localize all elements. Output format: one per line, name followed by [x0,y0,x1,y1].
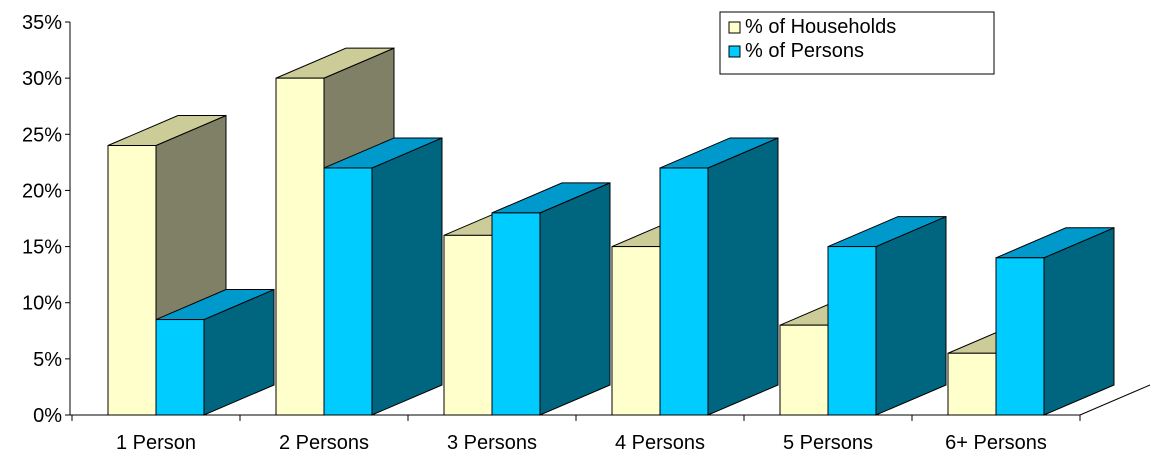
x-category-label: 4 Persons [615,432,705,454]
bar-front-face [947,352,997,416]
x-category-label: 6+ Persons [945,432,1047,454]
x-category-label: 3 Persons [447,432,537,454]
floor-depth-edge [1079,384,1151,416]
legend-swatch-persons [728,45,741,58]
bar-persons [323,137,443,416]
y-tick-label: 10% [22,293,62,315]
bar-front-face [323,167,373,416]
bar-front-face [107,145,157,416]
bars [107,47,1115,416]
axes [65,21,1151,421]
bar-side-face [371,137,443,416]
bar-front-face [995,257,1045,416]
legend-label-households: % of Households [745,16,896,38]
bar-front-face [659,167,709,416]
y-tick-label: 35% [22,12,62,34]
bar-persons [827,215,947,416]
y-tick-label: 20% [22,180,62,202]
bar-front-face [443,234,493,416]
bar-persons [491,182,611,416]
y-tick-label: 5% [33,349,62,371]
bar-front-face [275,77,325,416]
axis-labels: 0% 5% 10% 15% 20% 25% 30% 35% 1 Person 2 Persons 3… [22,12,1047,454]
bar-side-face [875,215,947,416]
x-category-label: 1 Person [116,432,196,454]
legend-box [719,11,995,75]
bar-side-face [1043,227,1115,416]
bar-front-face [779,324,829,416]
bar-front-face [611,246,661,416]
y-tick-label: 15% [22,237,62,259]
y-tick-label: 25% [22,124,62,146]
bar-persons [155,288,275,416]
legend-swatch-households [728,21,741,34]
bar-front-face [155,319,205,416]
bar-side-face [539,182,611,416]
bar-persons [659,137,779,416]
x-category-label: 5 Persons [783,432,873,454]
legend-label-persons: % of Persons [745,40,864,62]
bar-front-face [827,246,877,416]
legend: % of Households % of Persons [719,11,995,75]
y-tick-label: 30% [22,68,62,90]
bar-front-face [491,212,541,416]
x-category-label: 2 Persons [279,432,369,454]
bar-side-face [707,137,779,416]
y-tick-label: 0% [33,405,62,427]
bar-persons [995,227,1115,416]
